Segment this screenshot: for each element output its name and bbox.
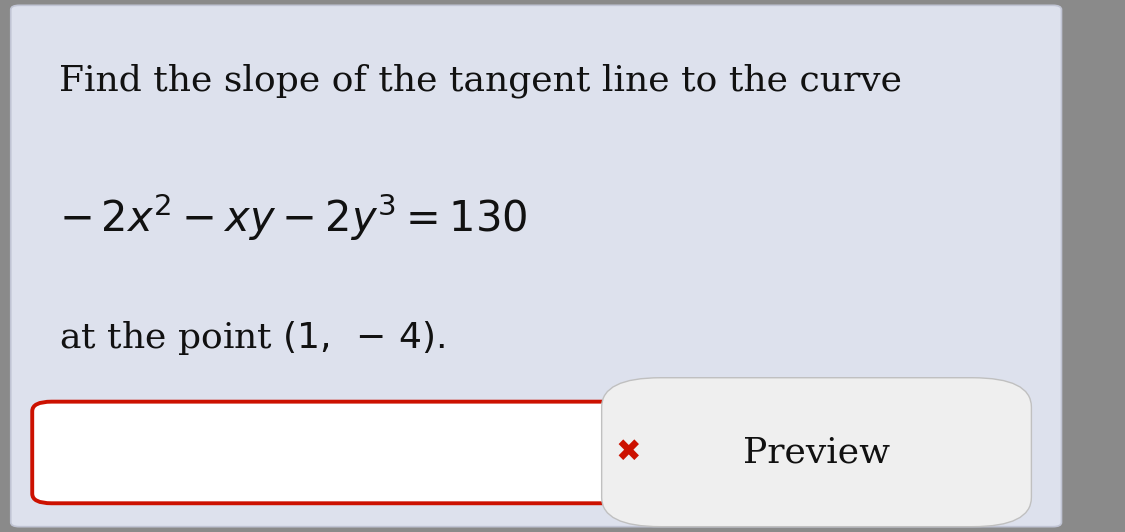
FancyBboxPatch shape — [11, 5, 1062, 527]
Text: $-\, 2x^2 -  xy - 2y^3 = 130$: $-\, 2x^2 - xy - 2y^3 = 130$ — [60, 192, 528, 243]
Text: ✖: ✖ — [615, 438, 641, 467]
FancyBboxPatch shape — [602, 378, 1032, 527]
Text: Preview: Preview — [742, 435, 890, 469]
Text: at the point $(1,\; -\, 4).$: at the point $(1,\; -\, 4).$ — [60, 319, 446, 357]
Text: Find the slope of the tangent line to the curve: Find the slope of the tangent line to th… — [60, 64, 902, 98]
FancyBboxPatch shape — [33, 402, 630, 503]
